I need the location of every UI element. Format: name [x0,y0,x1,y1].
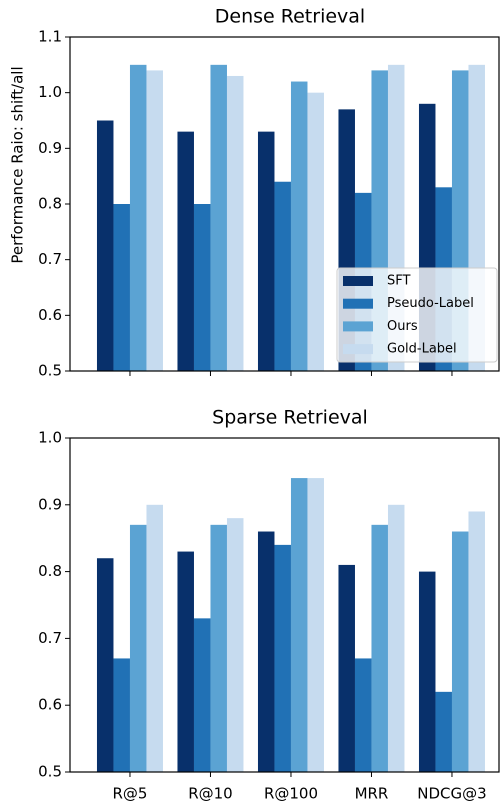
legend-label: Ours [387,319,418,334]
x-tick-label: R@100 [264,785,318,803]
bar [290,81,308,372]
bar [435,691,452,772]
axes-frame [69,36,500,372]
bar [307,92,324,372]
bar [274,544,291,772]
y-tick-label: 0.7 [38,629,62,647]
x-tick-label: R@5 [112,785,147,803]
legend-label: Gold-Label [387,342,457,357]
bar [96,120,114,371]
bar [387,504,405,772]
bar [113,204,130,371]
bar [129,64,147,371]
legend-swatch [343,298,373,309]
bar [226,518,244,772]
y-tick-label: 0.6 [38,696,62,714]
bar [129,524,147,772]
x-tick-label: MRR [355,785,389,803]
legend-label: SFT [387,274,411,289]
y-axis-label: Performance Raio: shift/all [9,66,27,263]
legend-box [336,267,498,363]
bar [468,511,485,772]
bar [257,131,275,371]
bar [451,531,469,772]
x-tick-label: R@10 [188,785,233,803]
bar [146,70,163,372]
legend-swatch [343,276,373,286]
y-tick-label: 0.8 [38,195,62,213]
bar [96,558,114,772]
legend: SFT Pseudo-Label Ours Gold-Label [336,267,498,363]
bar [226,75,244,371]
bar [113,658,130,772]
x-tick-label: NDCG@3 [417,785,486,803]
bar [274,181,291,371]
y-tick-label: 0.9 [38,495,62,513]
bar [177,551,194,772]
bar [257,531,275,772]
y-tick-label: 0.5 [38,763,62,781]
bar [290,478,308,772]
bar [146,504,163,772]
y-tick-label: 0.7 [38,250,62,268]
bar [354,658,372,772]
axes-frame [69,437,500,773]
chart-title: Sparse Retrieval [212,407,368,429]
y-tick-label: 1.0 [38,429,62,447]
y-tick-label: 0.8 [38,562,62,580]
bar [338,564,355,772]
y-tick-label: 1.0 [38,83,62,101]
legend-swatch [343,344,373,355]
y-tick-label: 0.6 [38,306,62,324]
bar [193,618,211,772]
bar [193,204,211,371]
bar [210,524,227,772]
bar [210,64,227,371]
legend-label: Pseudo-Label [387,296,474,311]
bar [307,478,324,772]
bar [418,571,436,772]
bar [371,524,388,772]
y-tick-label: 0.9 [38,139,62,157]
bar [177,131,194,371]
y-tick-label: 0.5 [38,362,62,380]
legend-swatch [343,321,373,332]
chart-title: Dense Retrieval [215,6,365,28]
y-tick-label: 1.1 [38,28,62,46]
